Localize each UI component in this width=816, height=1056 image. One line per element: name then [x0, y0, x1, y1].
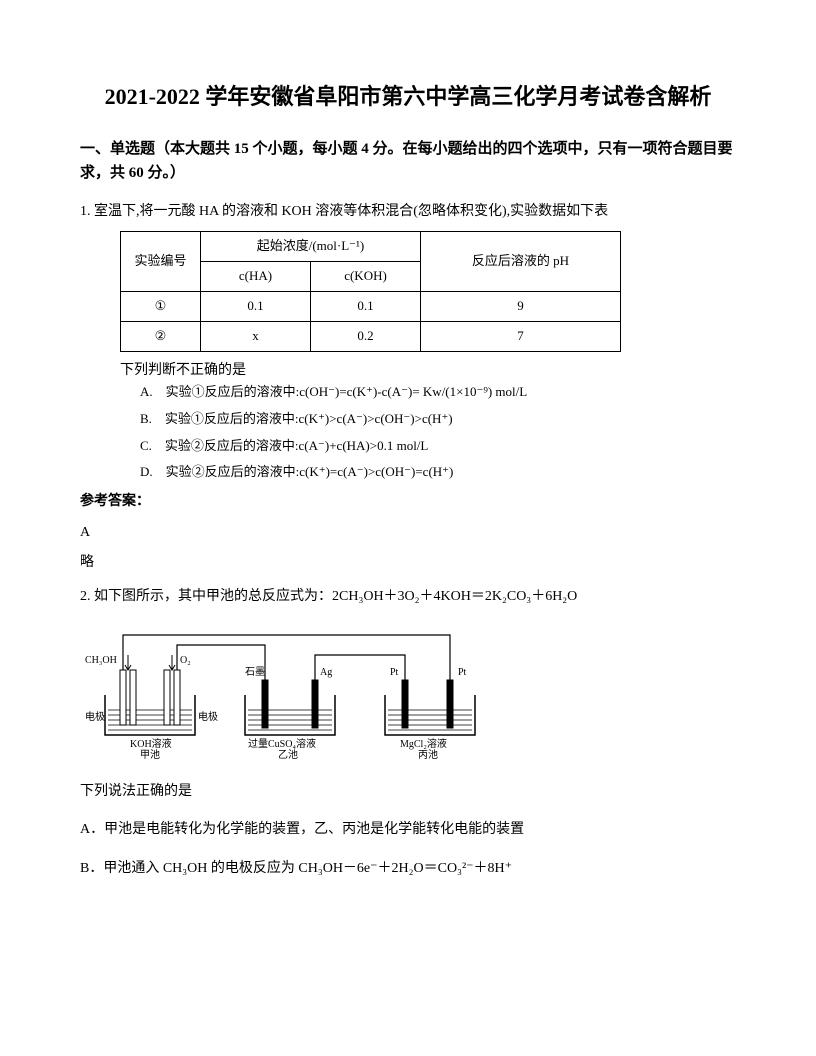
q1-option-c: C. 实验②反应后的溶液中:c(A⁻)+c(HA)>0.1 mol/L	[80, 436, 736, 457]
table-cell: 9	[421, 291, 621, 321]
table-row: ② x 0.2 7	[121, 321, 621, 351]
exam-title: 2021-2022 学年安徽省阜阳市第六中学高三化学月考试卷含解析	[80, 80, 736, 113]
q1-brief: 略	[80, 552, 736, 574]
table-cell: 0.2	[311, 321, 421, 351]
table-cell: 0.1	[311, 291, 421, 321]
q1-option-a: A. 实验①反应后的溶液中:c(OH⁻)=c(K⁺)-c(A⁻)= Kw/(1×…	[80, 382, 736, 403]
ch3oh-label: CH₃OH	[85, 655, 117, 666]
table-cell: ①	[121, 291, 201, 321]
table-cell: 0.1	[201, 291, 311, 321]
table-cell: 7	[421, 321, 621, 351]
cell-2: 石墨 Ag 过量CuSO₄溶液 乙池	[245, 666, 335, 761]
o2-label: O₂	[180, 655, 191, 666]
pt2-label: Pt	[458, 667, 467, 678]
q1-option-d: D. 实验②反应后的溶液中:c(K⁺)=c(A⁻)>c(OH⁻)=c(H⁺)	[80, 462, 736, 483]
cell1-label1: KOH溶液	[130, 737, 172, 750]
q2-option-b: B．甲池通入 CH₃OH 的电极反应为 CH₃OH－6e⁻＋2H₂O＝CO₃²⁻…	[80, 858, 736, 880]
section-1-header: 一、单选题（本大题共 15 个小题，每小题 4 分。在每小题给出的四个选项中，只…	[80, 137, 736, 185]
table-header-exp-no: 实验编号	[121, 232, 201, 292]
pt1-label: Pt	[390, 667, 399, 678]
table-cell: x	[201, 321, 311, 351]
q1-answer: A	[80, 522, 736, 544]
table-row: ① 0.1 0.1 9	[121, 291, 621, 321]
table-header-ph: 反应后溶液的 pH	[421, 232, 621, 292]
electrode-left-label: 电极	[85, 710, 105, 723]
electrochemistry-diagram: CH₃OH O₂ 电极 电极 KOH溶液 甲池 石墨 Ag 过量CuS	[80, 625, 736, 765]
table-subheader-koh: c(KOH)	[311, 262, 421, 292]
q1-judgment: 下列判断不正确的是	[80, 360, 736, 382]
cell-3: Pt Pt MgCl₂溶液 丙池	[385, 667, 475, 761]
q2-stem: 2. 如下图所示，其中甲池的总反应式为：2CH₃OH＋3O₂＋4KOH＝2K₂C…	[80, 586, 736, 608]
q2-options-intro: 下列说法正确的是	[80, 781, 736, 803]
graphite-label: 石墨	[245, 666, 265, 678]
q1-option-b: B. 实验①反应后的溶液中:c(K⁺)>c(A⁻)>c(OH⁻)>c(H⁺)	[80, 409, 736, 430]
table-subheader-ha: c(HA)	[201, 262, 311, 292]
cell3-label2: 丙池	[418, 748, 438, 761]
cell3-label1: MgCl₂溶液	[400, 737, 447, 750]
cell-1: CH₃OH O₂ 电极 电极 KOH溶液 甲池	[85, 655, 218, 761]
cell2-label2: 乙池	[278, 748, 298, 761]
answer-label: 参考答案：	[80, 491, 736, 513]
table-header-concentration: 起始浓度/(mol·L⁻¹)	[201, 232, 421, 262]
electrode-right-label: 电极	[198, 710, 218, 723]
cell2-label1: 过量CuSO₄溶液	[248, 737, 316, 750]
table-cell: ②	[121, 321, 201, 351]
ag-label: Ag	[320, 667, 332, 678]
q1-data-table: 实验编号 起始浓度/(mol·L⁻¹) 反应后溶液的 pH c(HA) c(KO…	[120, 231, 621, 351]
cell1-label2: 甲池	[140, 748, 160, 761]
q1-stem: 1. 室温下,将一元酸 HA 的溶液和 KOH 溶液等体积混合(忽略体积变化),…	[80, 201, 736, 223]
q2-option-a: A．甲池是电能转化为化学能的装置，乙、丙池是化学能转化电能的装置	[80, 819, 736, 841]
